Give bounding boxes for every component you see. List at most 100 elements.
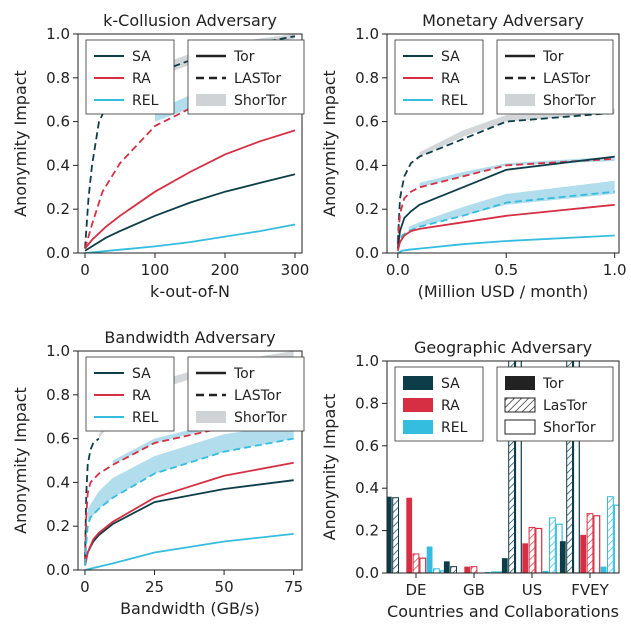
y-tick-label: 0.8	[46, 386, 70, 404]
bar-ra-lastor-de	[412, 553, 420, 573]
x-tick-label: 0.5	[494, 261, 518, 279]
line-rel-tor	[84, 223, 296, 253]
line-sa-tor	[84, 173, 296, 252]
line-ra-lastor	[396, 157, 615, 245]
y-tick-label: 0.8	[46, 69, 70, 87]
y-tick-label: 0.4	[46, 156, 70, 174]
legend-label-rel: REL	[132, 93, 159, 109]
legend-label-sa: SA	[132, 366, 151, 382]
legend-label-type: LASTor	[234, 71, 281, 87]
bar-sa-tor-us	[501, 558, 508, 573]
legend-band-shortor	[196, 411, 226, 423]
bar-sa-shortor-us	[514, 361, 522, 573]
y-tick-label: 1.0	[46, 342, 70, 360]
x-tick-label: 300	[281, 261, 310, 279]
x-tick-label: 1.0	[603, 261, 627, 279]
bar-sa-lastor-fvey	[566, 361, 574, 573]
line-sa-lastor	[84, 437, 100, 560]
band-rel-shortor	[87, 423, 294, 522]
x-tick-label: 200	[211, 261, 240, 279]
y-tick-label: 0.6	[355, 113, 379, 131]
y-axis-label: Anonymity Impact	[320, 70, 339, 217]
y-tick-label: 0.6	[46, 113, 70, 131]
legend-label-type: ShorTor	[234, 93, 287, 109]
legend-swatch-tor	[505, 376, 535, 390]
line-rel-tor	[84, 533, 294, 570]
bar-sa-lastor-us	[508, 361, 516, 573]
legend-label-type: ShorTor	[543, 93, 596, 109]
legend-label-ra: RA	[132, 71, 151, 87]
x-axis-label: (Million USD / month)	[418, 282, 589, 301]
y-tick-label: 0.8	[355, 394, 379, 412]
y-tick-label: 0.2	[46, 200, 70, 218]
legend-label-ra: RA	[441, 71, 460, 87]
chart-bandwidth: 0.0 0.2 0.4 0.6 0.8 1.0 0 25 50 75 Bandwidth Adver…	[11, 328, 305, 618]
chart-geographic: DE GB US FVEY 0.0 0.2 0.4 0.6 0.8 1.0 Geographic A…	[320, 338, 620, 621]
line-ra-tor	[84, 129, 296, 250]
legend-label-sa: SA	[441, 49, 460, 65]
y-tick-label: 0.6	[46, 430, 70, 448]
bar-ra-shortor-de	[419, 557, 427, 573]
bar-ra-tor-de	[406, 497, 413, 573]
line-sa-tor	[396, 155, 615, 249]
x-tick-label: 0	[80, 261, 90, 279]
x-axis-label: Countries and Collaborations	[387, 602, 619, 621]
x-tick-label: 75	[284, 578, 303, 596]
bar-ra-tor-fvey	[580, 534, 587, 573]
legend-swatch-sa	[403, 376, 433, 390]
line-rel-lastor	[396, 190, 615, 249]
legend-label-type: Tor	[233, 366, 255, 382]
y-tick-label: 1.0	[355, 25, 379, 43]
bar-sa-shortor-fvey	[572, 361, 580, 573]
legend-label-type: Tor	[542, 376, 564, 392]
legend-label-rel: REL	[132, 410, 159, 426]
bar-sa-lastor-gb	[450, 566, 458, 573]
plot-frame	[77, 350, 303, 571]
bar-rel-lastor-de	[433, 568, 440, 573]
x-tick-label: DE	[405, 581, 426, 599]
legend-label-ra: RA	[132, 388, 151, 404]
y-axis-label: Anonymity Impact	[11, 70, 30, 217]
x-tick-label: 0.0	[386, 261, 410, 279]
line-rel-tor	[397, 234, 615, 253]
chart-title: Geographic Adversary	[414, 338, 592, 357]
legend-label-rel: REL	[441, 93, 468, 109]
plot-frame	[386, 33, 620, 254]
x-tick-label: 0	[80, 578, 90, 596]
chart-title: Bandwidth Adversary	[104, 328, 275, 347]
bar-rel-lastor-gb	[491, 571, 498, 573]
legend-label-type: ShorTor	[234, 410, 287, 426]
legend-band-shortor	[505, 94, 535, 106]
bar-rel-tor-fvey	[600, 566, 607, 573]
bar-rel-tor-us	[542, 570, 549, 573]
x-tick-label: FVEY	[571, 581, 609, 599]
y-tick-label: 0.2	[355, 200, 379, 218]
legend-label-ra: RA	[441, 398, 460, 414]
y-tick-label: 0.2	[46, 517, 70, 535]
y-tick-label: 0.4	[46, 473, 70, 491]
bar-ra-lastor-us	[528, 526, 536, 573]
chart-title: k-Collusion Adversary	[103, 11, 277, 30]
bar-ra-shortor-us	[535, 527, 543, 573]
line-sa-lastor	[396, 111, 615, 243]
bar-ra-tor-us	[522, 543, 529, 573]
legend-label-type: LasTor	[543, 398, 587, 414]
legend-label-type: LASTor	[234, 388, 281, 404]
legend-swatch-rel	[403, 420, 433, 434]
bar-sa-tor-de	[387, 496, 392, 573]
x-tick-label: 100	[141, 261, 170, 279]
band-rel-shortor	[408, 180, 615, 232]
legend-band-shortor	[196, 94, 226, 106]
legend-label-type: Tor	[233, 49, 255, 65]
x-axis-label: Bandwidth (GB/s)	[120, 599, 260, 618]
plot-frame	[386, 360, 620, 574]
y-tick-label: 0.0	[46, 244, 70, 262]
chart-title: Monetary Adversary	[422, 11, 584, 30]
y-tick-label: 0.0	[46, 561, 70, 579]
chart-monetary: 0.0 0.2 0.4 0.6 0.8 1.0 0.0 0.5 1.0 Monetary Adve…	[320, 11, 627, 301]
x-tick-label: US	[522, 581, 543, 599]
legend-label-sa: SA	[132, 49, 151, 65]
line-ra-lastor	[84, 415, 294, 564]
bar-rel-shortor-fvey	[613, 504, 619, 573]
x-tick-label: 25	[145, 578, 164, 596]
